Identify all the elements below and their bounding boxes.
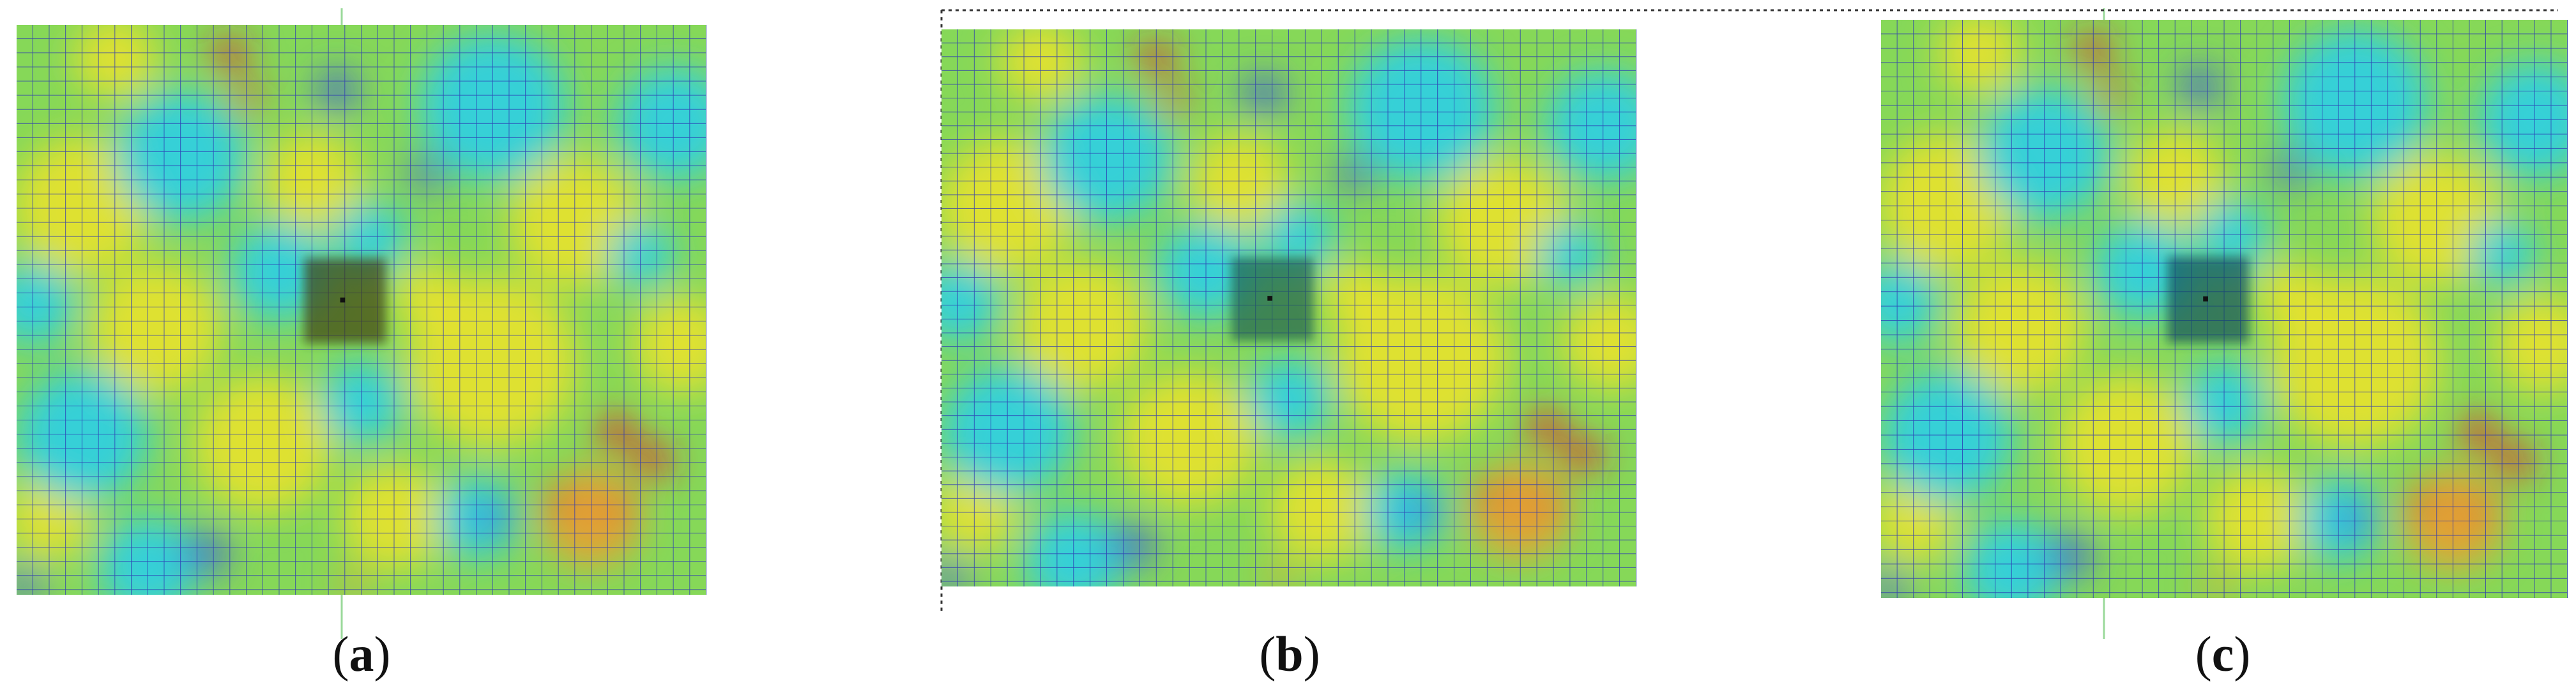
heatmap-panel [1881,20,2568,599]
caption-close: ) [1304,626,1320,682]
heatmap [17,25,706,595]
selection-center [2203,296,2208,302]
heatmap-panel [17,25,706,595]
heatmap [941,29,1637,587]
caption-close: ) [2234,626,2250,682]
selection-region [2167,256,2249,343]
selection-center [1267,296,1273,301]
heatmap-panel [941,29,1637,587]
caption-open: ( [1259,626,1276,682]
panel-caption: (c) [2195,626,2251,682]
caption-letter: c [2212,626,2234,682]
caption-close: ) [374,626,391,682]
caption-open: ( [2195,626,2212,682]
caption-letter: b [1276,626,1303,682]
panel-caption: (a) [333,626,391,682]
caption-letter: a [349,626,374,682]
selection-region [1231,257,1314,341]
heatmap [1881,20,2568,599]
selection-center [340,297,346,303]
caption-open: ( [333,626,349,682]
panel-caption: (b) [1259,626,1320,682]
